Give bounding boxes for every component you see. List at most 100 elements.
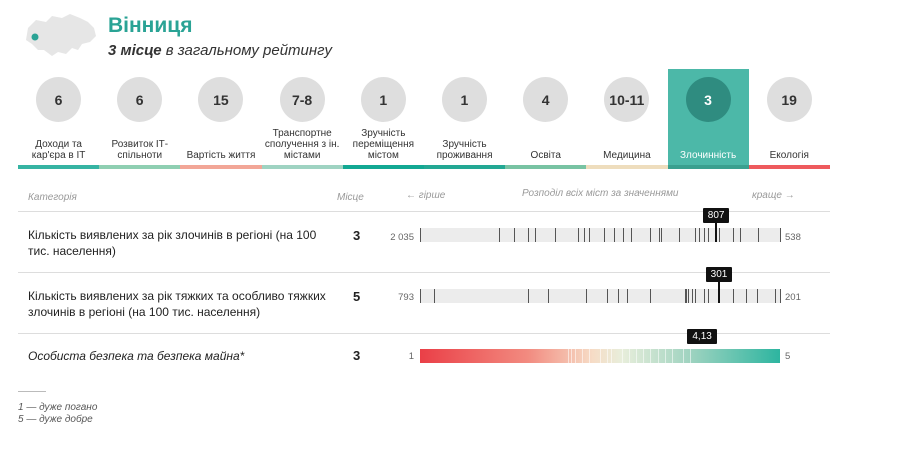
tab-color-bar xyxy=(261,165,343,169)
city-tick xyxy=(679,228,681,242)
row-left-value: 793 xyxy=(398,292,414,303)
city-tick xyxy=(695,289,697,303)
city-tick xyxy=(607,349,609,363)
col-place: Місце xyxy=(337,192,364,203)
city-tick xyxy=(756,289,758,303)
tab-label: Транспортне сполучення з ін. містами xyxy=(264,128,340,161)
row-left-value: 2 035 xyxy=(390,232,414,243)
tab-category[interactable]: 1 Зручність переміщення містом xyxy=(342,69,424,169)
row-name: Особиста безпека та безпека майна* xyxy=(28,349,245,363)
city-tick xyxy=(686,289,688,303)
rank-rest: в загальному рейтингу xyxy=(161,42,333,59)
city-tick xyxy=(585,289,587,303)
ukraine-map-icon xyxy=(26,14,96,56)
city-tick xyxy=(628,349,630,363)
city-tick xyxy=(589,349,591,363)
city-title: Вінниця xyxy=(108,14,193,37)
city-tick xyxy=(672,349,673,363)
row-right-value: 538 xyxy=(785,232,801,243)
tab-color-bar xyxy=(667,165,749,169)
tab-label: Медицина xyxy=(603,150,651,161)
city-tick xyxy=(774,289,776,303)
highlight-badge: 807 xyxy=(702,208,730,223)
city-tick xyxy=(630,228,632,242)
tab-color-bar xyxy=(505,165,587,169)
tab-category[interactable]: 19 Екологія xyxy=(748,69,830,169)
row-place: 5 xyxy=(353,289,361,304)
tab-rank-circle: 4 xyxy=(523,77,569,122)
city-tick xyxy=(513,228,515,242)
city-tick xyxy=(682,349,684,363)
col-distribution: Розподіл всіх міст за значеннями xyxy=(522,188,679,199)
legend: 1 — дуже погано 5 — дуже добре xyxy=(18,402,97,426)
col-worse: ← гірше xyxy=(406,190,446,201)
city-tick xyxy=(650,289,652,303)
city-tick xyxy=(589,228,591,242)
tab-color-bar xyxy=(423,165,506,169)
city-tick xyxy=(623,228,625,242)
distribution-strip xyxy=(420,218,781,242)
city-tick xyxy=(661,228,663,242)
rank-subtitle: 3 місце в загальному рейтингу xyxy=(108,42,332,59)
city-tick xyxy=(499,228,501,242)
tab-category[interactable]: 3 Злочинність xyxy=(667,69,749,169)
tab-color-bar xyxy=(586,165,668,169)
tab-color-bar xyxy=(342,165,424,169)
tab-label: Доходи та кар'єра в ІТ xyxy=(31,139,86,161)
row-right-value: 201 xyxy=(785,292,801,303)
city-tick xyxy=(780,228,781,242)
legend-line: 1 — дуже погано xyxy=(18,402,98,413)
tab-category[interactable]: 7-8 Транспортне сполучення з ін. містами xyxy=(261,69,343,169)
city-tick xyxy=(610,349,612,363)
city-tick xyxy=(690,349,691,363)
city-tick xyxy=(643,349,645,363)
tab-category[interactable]: 6 Розвиток ІТ-спільноти xyxy=(99,69,181,169)
city-tick xyxy=(420,228,421,242)
city-tick xyxy=(745,289,747,303)
tab-rank-circle: 3 xyxy=(685,77,731,122)
tab-rank-circle: 6 xyxy=(117,77,163,122)
distribution-strip xyxy=(420,279,781,303)
city-tick xyxy=(582,349,583,363)
city-tick xyxy=(600,349,601,363)
row-name: Кількість виявлених за рік тяжких та осо… xyxy=(28,289,326,319)
city-tick xyxy=(780,289,781,303)
tab-category[interactable]: 1 Зручність проживання xyxy=(423,69,506,169)
city-tick xyxy=(688,289,690,303)
col-category: Категорія xyxy=(28,192,77,203)
city-tick xyxy=(574,349,576,363)
city-tick xyxy=(691,289,693,303)
category-tabs: 6 Доходи та кар'єра в ІТ 6 Розвиток ІТ-спіл… xyxy=(18,69,830,169)
city-tick xyxy=(657,349,659,363)
city-tick xyxy=(650,228,652,242)
footnote-divider xyxy=(18,391,46,392)
highlight-badge: 4,13 xyxy=(687,329,717,344)
tab-label: Розвиток ІТ-спільноти xyxy=(111,139,169,161)
city-tick xyxy=(650,349,652,363)
tab-rank-circle: 10-11 xyxy=(604,77,650,122)
tab-category[interactable]: 6 Доходи та кар'єра в ІТ xyxy=(18,69,100,169)
city-tick xyxy=(733,228,735,242)
city-tick xyxy=(621,349,623,363)
tab-category[interactable]: 15 Вартість життя xyxy=(180,69,262,169)
table-row: Особиста безпека та безпека майна* 3 1 5… xyxy=(18,329,830,377)
tab-label: Зручність переміщення містом xyxy=(352,128,415,161)
city-tick xyxy=(708,228,709,242)
row-left-value: 1 xyxy=(408,351,414,362)
row-right-value: 5 xyxy=(785,351,791,362)
tab-category[interactable]: 4 Освіта xyxy=(505,69,587,169)
tab-rank-circle: 15 xyxy=(198,77,244,122)
city-tick xyxy=(758,228,760,242)
city-tick xyxy=(603,228,605,242)
rank-number: 3 місце xyxy=(108,42,162,59)
city-tick xyxy=(547,289,549,303)
tab-color-bar xyxy=(99,165,181,169)
tab-label: Освіта xyxy=(530,150,561,161)
col-better: краще → xyxy=(752,190,795,201)
tab-color-bar xyxy=(180,165,262,169)
city-tick xyxy=(555,228,556,242)
city-marker-icon xyxy=(31,33,39,41)
tab-category[interactable]: 10-11 Медицина xyxy=(586,69,668,169)
city-tick xyxy=(528,289,529,303)
table-header: Категорія Місце ← гірше Розподіл всіх мі… xyxy=(0,188,900,204)
